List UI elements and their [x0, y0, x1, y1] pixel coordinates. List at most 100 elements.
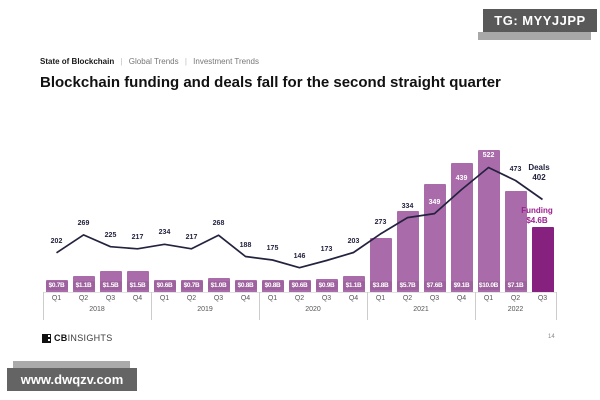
year-separator [151, 292, 152, 320]
year-separator [367, 292, 368, 320]
funding-bar: $7.1B [504, 191, 527, 292]
cbinsights-logo: CB INSIGHTS [42, 333, 113, 343]
year-separator [43, 292, 44, 320]
funding-bar: $1.0B [207, 277, 230, 292]
deal-count-label: 203 [347, 237, 360, 245]
funding-bar: $3.8B [369, 238, 392, 292]
funding-bar: $0.7B [180, 280, 203, 292]
deal-count-label: 269 [77, 219, 90, 227]
quarter-label: Q3 [321, 295, 332, 302]
quarter-label: Q1 [267, 295, 278, 302]
quarter-label: Q1 [159, 295, 170, 302]
year-label: 2019 [197, 306, 213, 313]
deal-count-label: 146 [293, 252, 306, 260]
quarter-label: Q3 [537, 295, 548, 302]
year-separator [259, 292, 260, 320]
quarter-label: Q3 [105, 295, 116, 302]
funding-bar-value: $10.0B [477, 281, 500, 290]
quarter-label: Q3 [213, 295, 224, 302]
year-label: 2020 [305, 306, 321, 313]
tg-badge: TG: MYYJJPP [483, 9, 597, 32]
funding-bar-value: $0.6B [288, 281, 311, 290]
quarter-label: Q2 [510, 295, 521, 302]
deals-line [56, 166, 543, 269]
funding-bar-value: $1.0B [207, 281, 230, 290]
year-separator [556, 292, 557, 320]
funding-bar-value: $0.8B [234, 281, 257, 290]
quarter-label: Q4 [240, 295, 251, 302]
deal-count-label: 217 [185, 233, 198, 241]
quarter-label: Q1 [375, 295, 386, 302]
deal-count-label: 349 [428, 198, 441, 206]
funding-bar-value: $1.1B [342, 281, 365, 290]
deal-count-label: 268 [212, 220, 225, 228]
funding-bar: $1.5B [99, 270, 122, 292]
quarter-label: Q3 [429, 295, 440, 302]
page-title: Blockchain funding and deals fall for th… [40, 74, 501, 91]
deal-count-label: 273 [374, 218, 387, 226]
funding-bar-value: $7.6B [423, 281, 446, 290]
funding-deals-chart: $0.7B $1.1B $1.5B $1.5B $0.6B $0.7B $1.0B $0.8B… [40, 130, 560, 322]
deal-count-label: 217 [131, 233, 144, 241]
funding-bar: $0.8B [261, 280, 284, 292]
funding-bar: $0.6B [288, 280, 311, 292]
cbinsights-logo-icon [42, 333, 51, 343]
quarter-label: Q4 [456, 295, 467, 302]
plot-area: $0.7B $1.1B $1.5B $1.5B $0.6B $0.7B $1.0B $0.8B… [40, 130, 560, 292]
breadcrumb-item-investment-trends: Investment Trends [193, 57, 259, 66]
cbinsights-logo-cb: CB [54, 333, 68, 343]
breadcrumb: State of Blockchain | Global Trends | In… [40, 57, 259, 66]
breadcrumb-separator: | [120, 57, 123, 66]
deal-count-label: 202 [50, 237, 63, 245]
deal-count-label: 522 [482, 152, 495, 160]
page-number: 14 [548, 334, 555, 340]
deal-count-label: 473 [509, 165, 522, 173]
quarter-label: Q2 [186, 295, 197, 302]
quarter-label: Q1 [483, 295, 494, 302]
deal-count-label: 334 [401, 202, 414, 210]
year-label: 2021 [413, 306, 429, 313]
cbinsights-logo-insights: INSIGHTS [67, 333, 113, 343]
funding-bar-value: $1.5B [99, 281, 122, 290]
quarter-label: Q4 [132, 295, 143, 302]
quarter-label: Q4 [348, 295, 359, 302]
funding-bar: $1.5B [126, 270, 149, 292]
funding-bar-value: $0.7B [180, 281, 203, 290]
quarter-label: Q2 [402, 295, 413, 302]
axis-baseline [43, 292, 556, 293]
funding-bar-value: $1.5B [126, 281, 149, 290]
funding-bar-value: $0.9B [315, 281, 338, 290]
funding-bar-value: $3.8B [369, 281, 392, 290]
funding-bar-value: $1.1B [72, 281, 95, 290]
funding-annotation: Funding $4.6B [521, 206, 553, 225]
funding-bar: $0.8B [234, 280, 257, 292]
year-label: 2022 [507, 306, 524, 313]
funding-bar-value: $0.6B [153, 281, 176, 290]
funding-bar: $10.0B [477, 150, 500, 292]
deal-count-label: 175 [266, 244, 279, 252]
watermark-url: www.dwqzv.com [7, 368, 137, 391]
deal-count-label: 173 [320, 245, 333, 253]
breadcrumb-separator: | [184, 57, 187, 66]
funding-bar-value: $7.1B [504, 281, 527, 290]
year-separator [475, 292, 476, 320]
funding-bar: $1.1B [72, 276, 95, 292]
funding-bar: $0.9B [315, 279, 338, 292]
quarter-label: Q2 [78, 295, 89, 302]
funding-bar: $7.6B [423, 184, 446, 292]
deal-count-label: 225 [104, 231, 117, 239]
breadcrumb-item-global-trends: Global Trends [128, 57, 179, 66]
quarter-label: Q2 [294, 295, 305, 302]
funding-bar [531, 226, 554, 292]
deals-annotation: Deals 402 [528, 163, 550, 182]
funding-bar-value: $9.1B [450, 281, 473, 290]
year-label: 2018 [89, 306, 105, 313]
deal-count-label: 439 [455, 174, 468, 182]
breadcrumb-section: State of Blockchain [40, 57, 115, 66]
funding-bar-value: $0.8B [261, 281, 284, 290]
tg-badge-strip [478, 32, 591, 40]
funding-bar: $1.1B [342, 276, 365, 292]
deal-count-label: 234 [158, 229, 171, 237]
x-axis: Q1 Q2 Q3 Q4 2018 Q1 Q2 Q3 Q4 2019 Q1 Q2 Q3 Q4 2020 Q1 Q2… [40, 292, 560, 322]
funding-bar: $5.7B [396, 211, 419, 292]
